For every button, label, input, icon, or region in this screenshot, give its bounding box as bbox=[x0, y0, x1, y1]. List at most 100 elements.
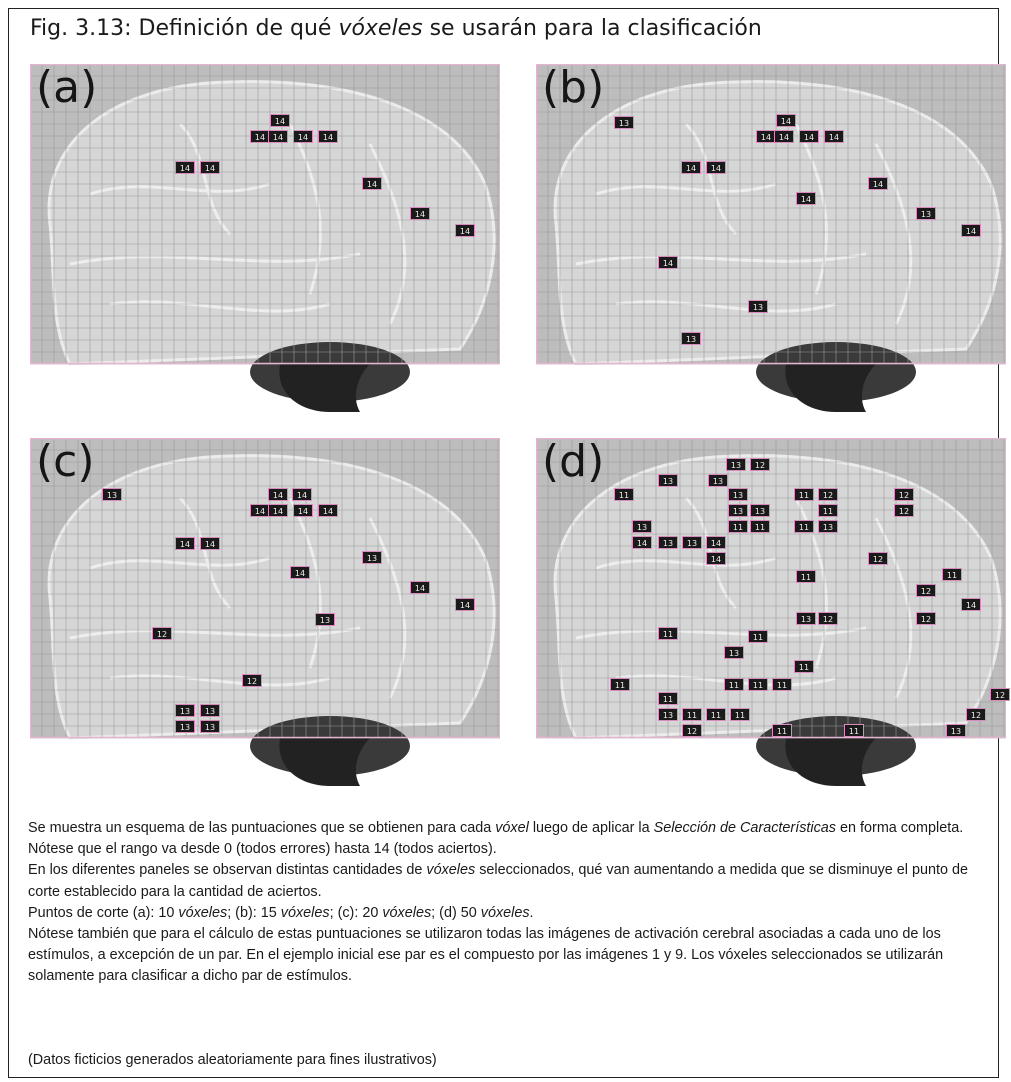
caption-emphasis: vóxeles bbox=[382, 904, 432, 921]
brain-image bbox=[30, 64, 500, 412]
voxel-score: 12 bbox=[152, 627, 172, 640]
voxel-score: 11 bbox=[750, 520, 770, 533]
caption-text: en forma completa. Nótese que el rango v… bbox=[28, 820, 964, 858]
panel-label: (c) bbox=[36, 436, 95, 487]
voxel-score: 14 bbox=[362, 177, 382, 190]
voxel-score: 14 bbox=[756, 130, 776, 143]
voxel-score: 12 bbox=[818, 488, 838, 501]
caption-text: ; (c): 20 bbox=[329, 904, 383, 921]
voxel-score: 13 bbox=[315, 613, 335, 626]
voxel-score: 14 bbox=[250, 504, 270, 517]
voxel-score: 14 bbox=[268, 130, 288, 143]
voxel-score: 13 bbox=[748, 300, 768, 313]
voxel-score: 13 bbox=[750, 504, 770, 517]
voxel-score: 11 bbox=[610, 678, 630, 691]
voxel-score: 12 bbox=[894, 504, 914, 517]
voxel-score: 11 bbox=[706, 708, 726, 721]
voxel-score: 11 bbox=[658, 692, 678, 705]
voxel-score: 11 bbox=[794, 520, 814, 533]
voxel-score: 12 bbox=[818, 612, 838, 625]
voxel-score: 13 bbox=[796, 612, 816, 625]
voxel-score: 14 bbox=[250, 130, 270, 143]
caption-text: ; (d) 50 bbox=[431, 904, 481, 921]
caption-text: seleccionados, qué van aumentando a medi… bbox=[28, 862, 969, 900]
panel-c: (c) 13 14 14 14 14 14 14 14 14 14 13 14 14 13 12 12 13 13 1… bbox=[30, 436, 500, 786]
voxel-score: 14 bbox=[799, 130, 819, 143]
figure-title: Fig. 3.13: Definición de qué vóxeles se … bbox=[30, 16, 762, 41]
caption-emphasis: vóxeles bbox=[280, 904, 330, 921]
figure-title-prefix: Fig. 3.13: Definición de qué bbox=[30, 16, 339, 41]
voxel-score: 13 bbox=[362, 551, 382, 564]
caption-paragraph-1: Se muestra un esquema de las puntuacione… bbox=[28, 818, 988, 860]
voxel-score: 11 bbox=[614, 488, 634, 501]
voxel-score: 14 bbox=[706, 161, 726, 174]
voxel-score: 14 bbox=[318, 130, 338, 143]
voxel-score: 14 bbox=[776, 114, 796, 127]
voxel-score: 14 bbox=[292, 488, 312, 501]
brain-image bbox=[536, 64, 1006, 412]
voxel-score: 14 bbox=[293, 130, 313, 143]
voxel-score: 11 bbox=[794, 488, 814, 501]
figure-caption: Se muestra un esquema de las puntuacione… bbox=[28, 818, 988, 988]
voxel-score: 12 bbox=[682, 724, 702, 737]
figure-title-suffix: se usarán para la clasificación bbox=[422, 16, 762, 41]
voxel-score: 14 bbox=[200, 161, 220, 174]
voxel-score: 12 bbox=[242, 674, 262, 687]
voxel-score: 11 bbox=[818, 504, 838, 517]
voxel-score: 13 bbox=[175, 704, 195, 717]
panel-b: (b) 13 14 14 14 14 14 14 14 14 14 13 14 14 13 13 bbox=[536, 62, 1006, 412]
caption-emphasis: vóxeles bbox=[178, 904, 228, 921]
voxel-score: 13 bbox=[681, 332, 701, 345]
voxel-score: 13 bbox=[102, 488, 122, 501]
voxel-score: 14 bbox=[290, 566, 310, 579]
voxel-score: 11 bbox=[724, 678, 744, 691]
voxel-score: 14 bbox=[268, 504, 288, 517]
voxel-score: 13 bbox=[728, 488, 748, 501]
voxel-score: 11 bbox=[748, 630, 768, 643]
caption-text: Puntos de corte (a): 10 bbox=[28, 904, 179, 921]
caption-paragraph-2: En los diferentes paneles se observan di… bbox=[28, 860, 988, 902]
voxel-score: 13 bbox=[682, 536, 702, 549]
voxel-score: 14 bbox=[632, 536, 652, 549]
voxel-score: 14 bbox=[796, 192, 816, 205]
voxel-score: 13 bbox=[200, 704, 220, 717]
caption-text: ; (b): 15 bbox=[227, 904, 281, 921]
voxel-score: 13 bbox=[724, 646, 744, 659]
voxel-score: 13 bbox=[658, 708, 678, 721]
voxel-score: 14 bbox=[706, 536, 726, 549]
voxel-score: 13 bbox=[614, 116, 634, 129]
voxel-score: 14 bbox=[175, 537, 195, 550]
caption-note: (Datos ficticios generados aleatoriament… bbox=[28, 1052, 437, 1068]
voxel-score: 14 bbox=[706, 552, 726, 565]
caption-paragraph-4: Nótese también que para el cálculo de es… bbox=[28, 926, 944, 985]
voxel-score: 11 bbox=[658, 627, 678, 640]
voxel-score: 11 bbox=[772, 678, 792, 691]
voxel-score: 14 bbox=[455, 598, 475, 611]
voxel-score: 14 bbox=[200, 537, 220, 550]
voxel-score: 14 bbox=[824, 130, 844, 143]
voxel-score: 13 bbox=[632, 520, 652, 533]
voxel-score: 14 bbox=[175, 161, 195, 174]
panel-label: (a) bbox=[36, 62, 98, 113]
brain-image bbox=[536, 438, 1006, 786]
voxel-score: 12 bbox=[966, 708, 986, 721]
voxel-score: 12 bbox=[990, 688, 1010, 701]
voxel-score: 13 bbox=[818, 520, 838, 533]
voxel-score: 11 bbox=[730, 708, 750, 721]
voxel-score: 14 bbox=[455, 224, 475, 237]
voxel-score: 14 bbox=[268, 488, 288, 501]
voxel-score: 14 bbox=[293, 504, 313, 517]
panel-label: (b) bbox=[542, 62, 605, 113]
panel-d: (d) 13 12 13 13 11 13 11 12 12 12 13 13 11 13 11 11 11 13 1… bbox=[536, 436, 1010, 786]
voxel-score: 12 bbox=[750, 458, 770, 471]
caption-paragraph-3: Puntos de corte (a): 10 vóxeles; (b): 15… bbox=[28, 903, 988, 924]
voxel-score: 14 bbox=[681, 161, 701, 174]
voxel-score: 11 bbox=[844, 724, 864, 737]
voxel-score: 14 bbox=[961, 598, 981, 611]
voxel-score: 13 bbox=[175, 720, 195, 733]
voxel-score: 11 bbox=[794, 660, 814, 673]
caption-emphasis: Selección de Características bbox=[653, 820, 837, 836]
voxel-score: 12 bbox=[916, 612, 936, 625]
voxel-score: 14 bbox=[410, 207, 430, 220]
voxel-score: 11 bbox=[942, 568, 962, 581]
